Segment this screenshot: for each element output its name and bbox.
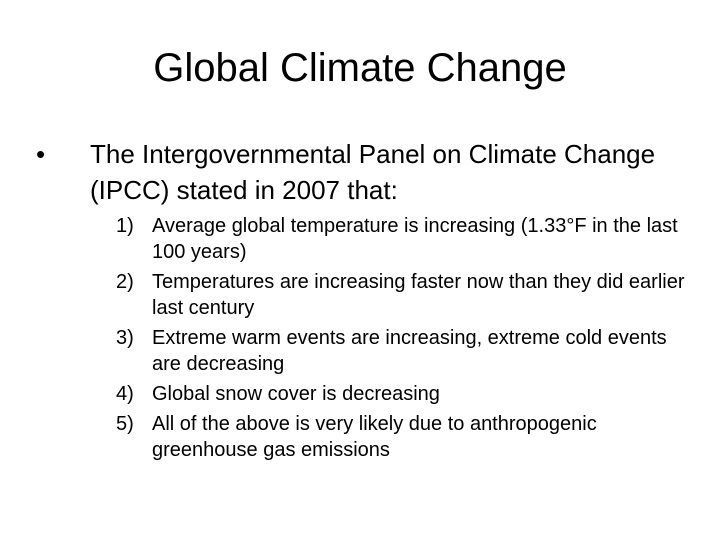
bullet-text: The Intergovernmental Panel on Climate C… bbox=[90, 139, 656, 205]
bullet-marker: • bbox=[36, 139, 46, 169]
list-item: 1) Average global temperature is increas… bbox=[116, 213, 696, 265]
list-item-text: Global snow cover is decreasing bbox=[152, 383, 440, 405]
list-item-number: 1) bbox=[116, 215, 134, 237]
list-item-text: All of the above is very likely due to a… bbox=[152, 413, 597, 461]
list-item: 4) Global snow cover is decreasing bbox=[116, 381, 696, 407]
list-item-text: Temperatures are increasing faster now t… bbox=[152, 271, 685, 319]
list-item-number: 3) bbox=[116, 327, 134, 349]
numbered-list: 1) Average global temperature is increas… bbox=[116, 213, 696, 467]
list-item: 2) Temperatures are increasing faster no… bbox=[116, 269, 696, 321]
list-item-text: Extreme warm events are increasing, extr… bbox=[152, 327, 667, 375]
list-item-number: 2) bbox=[116, 271, 134, 293]
slide-title: Global Climate Change bbox=[153, 46, 567, 90]
list-item-number: 4) bbox=[116, 383, 134, 405]
list-item: 3) Extreme warm events are increasing, e… bbox=[116, 325, 696, 377]
list-item-number: 5) bbox=[116, 413, 134, 435]
list-item: 5) All of the above is very likely due t… bbox=[116, 411, 696, 463]
list-item-text: Average global temperature is increasing… bbox=[152, 215, 678, 263]
